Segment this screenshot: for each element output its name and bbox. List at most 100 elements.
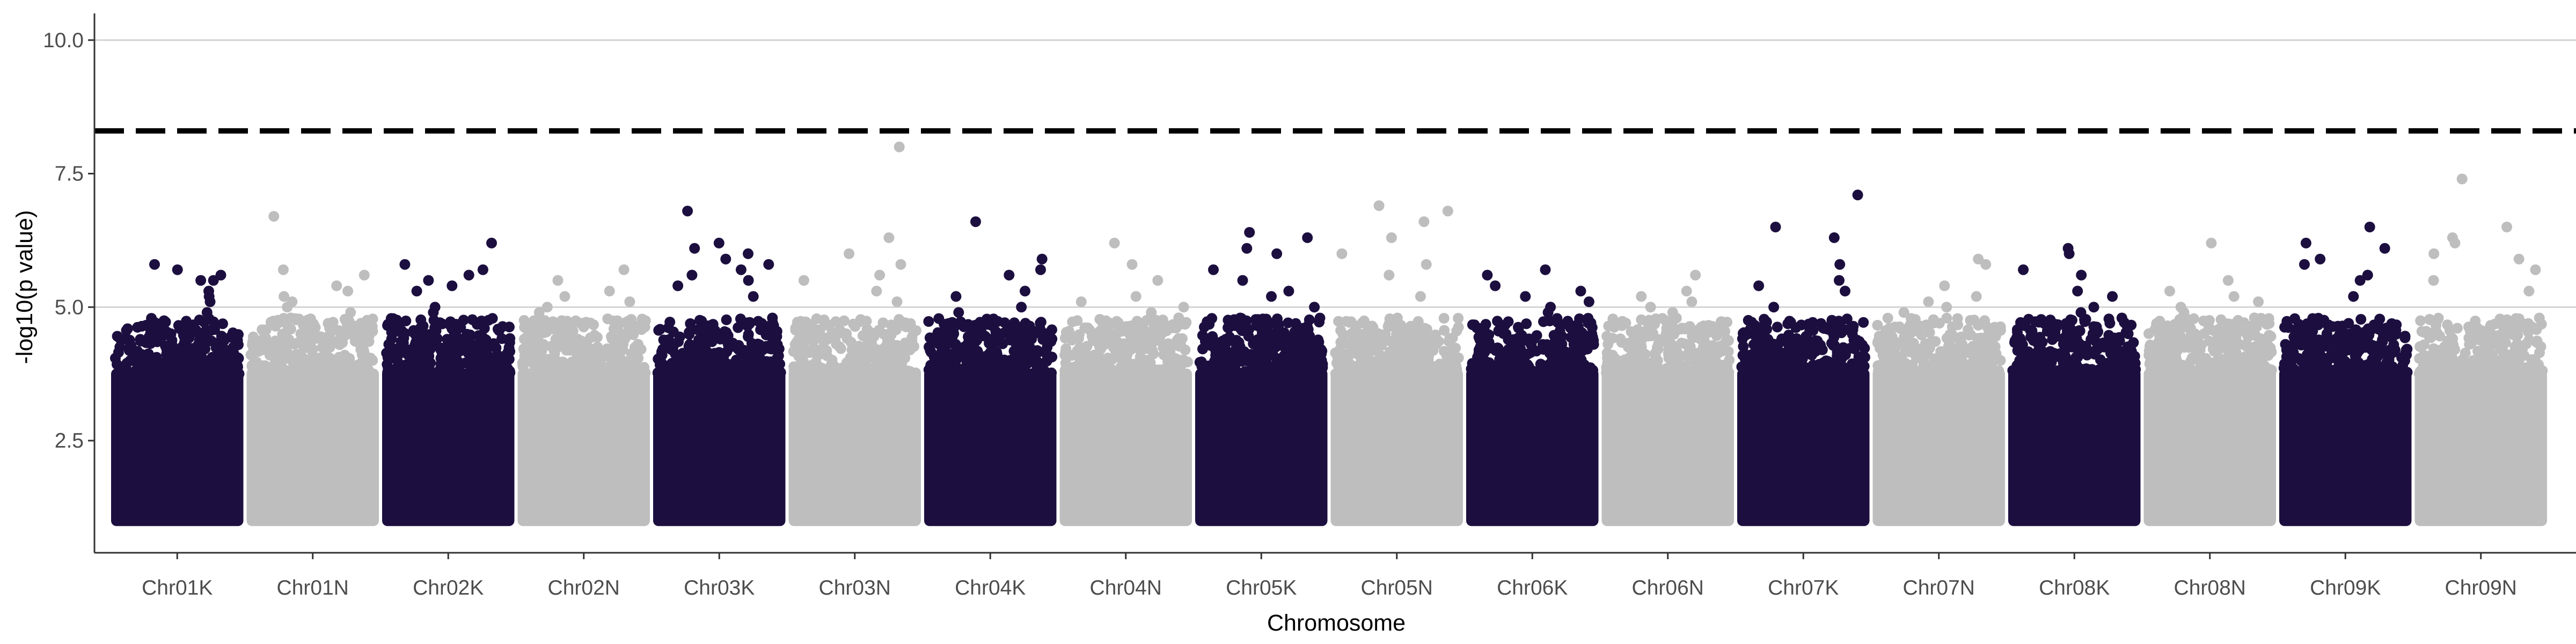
x-tick-label: Chr06N <box>1632 576 1704 599</box>
snp-point <box>2030 316 2041 327</box>
snp-point <box>1684 367 1695 378</box>
snp-point <box>1753 324 1765 335</box>
peak-point <box>2456 173 2468 185</box>
peak-point <box>895 259 906 270</box>
peak-point <box>1178 302 1189 313</box>
snp-point <box>214 354 225 365</box>
snp-point <box>1548 330 1560 341</box>
snp-point <box>963 319 974 330</box>
snp-point <box>754 339 765 350</box>
peak-point <box>798 275 809 286</box>
snp-point <box>2512 330 2523 341</box>
snp-point <box>1509 348 1520 360</box>
snp-point <box>145 365 156 376</box>
snp-point <box>1414 368 1425 379</box>
snp-point <box>2314 334 2325 346</box>
snp-point <box>1934 318 1945 329</box>
snp-point <box>2354 345 2365 356</box>
snp-point <box>190 326 201 337</box>
peak-point <box>970 216 981 228</box>
snp-point <box>707 366 719 377</box>
snp-point <box>1564 320 1576 331</box>
peak-point <box>686 269 698 281</box>
snp-point <box>1248 338 1259 349</box>
snp-point <box>1716 316 1727 327</box>
snp-point <box>2210 368 2221 379</box>
peak-point <box>682 206 693 217</box>
snp-point <box>637 365 648 376</box>
chromosome-Chr02N <box>517 264 651 526</box>
snp-point <box>1650 364 1661 376</box>
snp-point <box>924 341 935 353</box>
snp-point <box>434 342 445 353</box>
snp-point <box>517 360 529 371</box>
snp-point <box>1422 346 1433 357</box>
snp-point <box>273 363 284 374</box>
peak-point <box>672 280 684 291</box>
chromosome-Chr01K <box>110 259 245 526</box>
snp-point <box>110 353 121 364</box>
snp-point <box>2014 355 2025 366</box>
snp-point <box>314 353 325 363</box>
snp-point <box>2188 313 2199 324</box>
snp-point <box>305 354 317 365</box>
peak-point <box>477 264 488 275</box>
dense-points-body <box>111 368 244 526</box>
peak-point <box>950 291 962 302</box>
snp-point <box>1136 319 1147 330</box>
snp-point <box>692 324 704 335</box>
snp-point <box>1002 320 1013 331</box>
peak-point <box>1020 286 1030 297</box>
snp-point <box>1378 365 1389 376</box>
snp-point <box>923 316 934 327</box>
snp-point <box>1260 351 1271 362</box>
snp-point <box>2225 346 2236 357</box>
snp-point <box>1628 345 1640 356</box>
snp-point <box>2505 368 2516 379</box>
snp-point <box>391 314 402 326</box>
snp-point <box>1907 359 1918 370</box>
snp-point <box>714 347 724 358</box>
snp-point <box>1451 364 1462 375</box>
peak-point <box>2501 222 2513 232</box>
snp-point <box>1467 319 1478 331</box>
snp-point <box>861 316 872 327</box>
snp-point <box>1254 358 1265 369</box>
x-tick-label: Chr08N <box>2174 576 2246 599</box>
snp-point <box>1657 313 1668 324</box>
snp-point <box>1586 328 1598 340</box>
snp-point <box>1585 363 1596 374</box>
snp-point <box>2067 332 2078 343</box>
snp-point <box>755 353 766 364</box>
snp-point <box>1407 359 1418 370</box>
peak-point <box>399 259 411 270</box>
snp-point <box>1769 360 1780 371</box>
snp-point <box>1585 317 1597 328</box>
peak-point <box>2222 275 2234 286</box>
snp-point <box>2084 368 2095 379</box>
snp-point <box>2029 363 2040 374</box>
snp-point <box>1111 316 1122 327</box>
snp-point <box>766 343 777 355</box>
snp-point <box>1638 368 1649 379</box>
snp-point <box>1235 312 1246 324</box>
peak-point <box>172 264 183 275</box>
snp-point <box>2012 335 2023 346</box>
snp-point <box>865 327 876 338</box>
snp-point <box>830 316 841 327</box>
chromosome-Chr03N <box>788 141 921 526</box>
snp-point <box>1314 312 1326 324</box>
snp-point <box>1635 336 1646 348</box>
snp-point <box>1952 319 1963 331</box>
snp-point <box>591 332 603 343</box>
snp-point <box>818 336 830 348</box>
snp-point <box>652 368 663 378</box>
snp-point <box>233 329 244 340</box>
snp-point <box>418 320 429 332</box>
snp-point <box>767 333 778 345</box>
snp-point <box>2418 339 2429 350</box>
snp-point <box>1521 318 1532 330</box>
snp-point <box>1486 342 1497 353</box>
peak-point <box>1152 275 1163 286</box>
